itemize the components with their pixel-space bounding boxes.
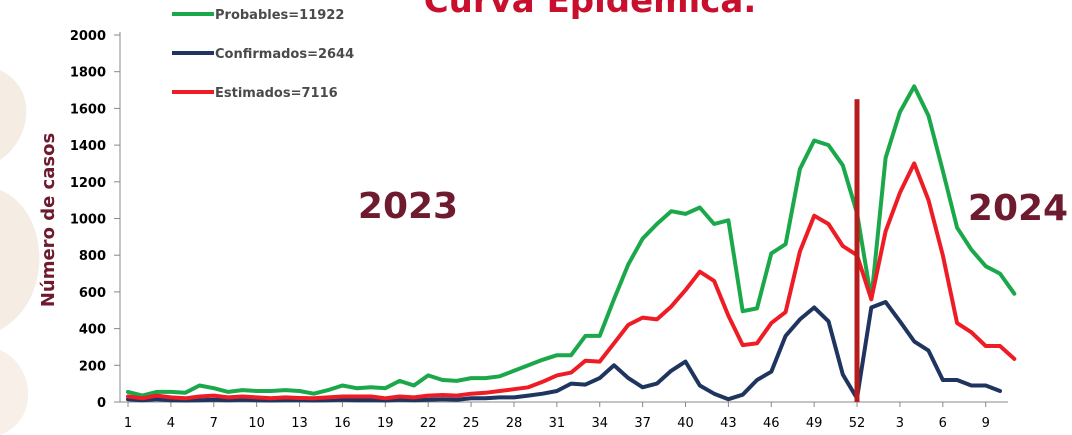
x-tick-label: 34 [591,416,608,431]
x-tick-label: 46 [763,416,780,431]
x-tick-label: 52 [849,416,866,431]
chart-title: Curva Epidémica. [424,0,757,21]
year-annotation-2024: 2024 [968,188,1068,229]
y-tick-label: 1000 [70,213,106,228]
year-annotation-2023: 2023 [358,186,458,227]
y-tick-label: 1600 [70,102,106,117]
y-tick-label: 1200 [70,176,106,191]
x-tick-label: 49 [806,416,823,431]
y-tick-label: 2000 [70,29,106,44]
legend-label-0: Probables=11922 [215,8,344,23]
y-tick-label: 600 [79,286,106,301]
series-line-1 [126,300,1002,403]
x-tick-label: 28 [506,416,523,431]
x-tick-label: 4 [167,416,175,431]
legend-label-2: Estimados=7116 [215,86,338,101]
x-tick-label: 6 [939,416,947,431]
y-axis-label: Número de casos [38,133,59,307]
axes: 0 200 400 600 800 1000 1200 1400 1600 1800 2000 1 4 7… [70,29,1008,431]
y-tick-label: 200 [79,359,106,374]
x-tick-label: 3 [896,416,904,431]
x-tick-label: 31 [549,416,566,431]
x-tick-label: 9 [982,416,990,431]
x-tick-label: 10 [248,416,265,431]
year-divider-line [854,99,860,402]
y-tick-label: 400 [79,323,106,338]
series-line-0 [126,84,1017,398]
x-tick-label: 25 [463,416,480,431]
series-lines [126,84,1017,403]
x-tick-label: 7 [210,416,218,431]
background-swirl-2 [0,190,40,330]
x-tick-label: 43 [720,416,737,431]
y-tick-label: 0 [97,396,106,411]
series-line-2 [126,161,1017,401]
legend-label-1: Confirmados=2644 [215,47,354,62]
x-tick-label: 37 [634,416,651,431]
y-tick-label: 1800 [70,66,106,81]
x-tick-label: 40 [677,416,694,431]
x-tick-label: 13 [291,416,308,431]
x-tick-label: 1 [124,416,132,431]
x-tick-label: 16 [334,416,351,431]
legend: Probables=11922 Confirmados=2644 Estimados… [172,8,354,101]
x-tick-label: 22 [420,416,437,431]
background-swirl-3 [0,350,29,435]
x-tick-label: 19 [377,416,394,431]
y-tick-label: 1400 [70,139,106,154]
y-tick-label: 800 [79,249,106,264]
background-swirl-1 [0,70,27,160]
